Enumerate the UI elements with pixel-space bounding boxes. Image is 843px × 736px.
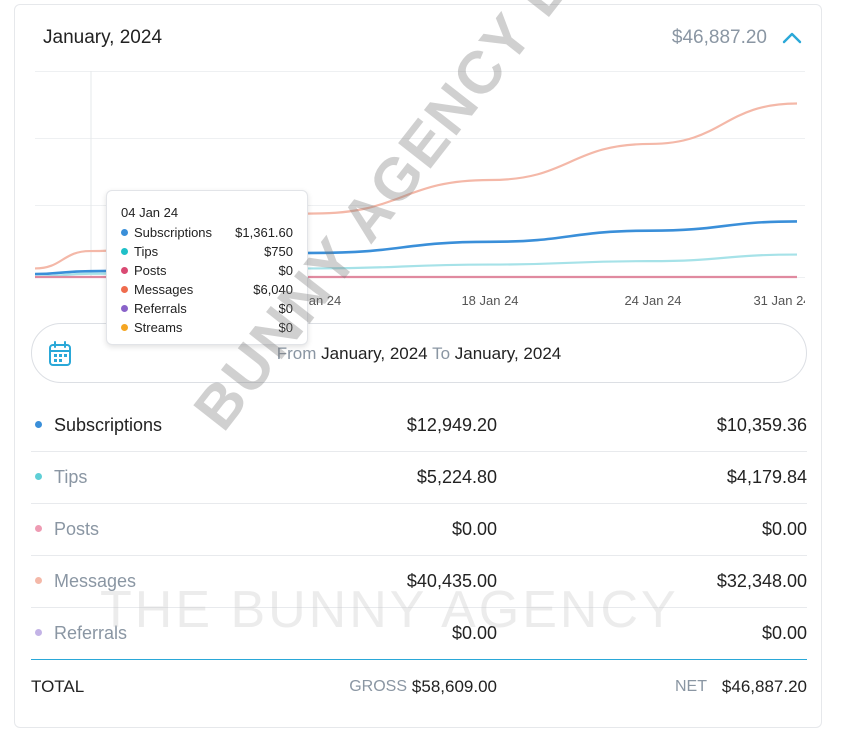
earnings-breakdown-list: Subscriptions $12,949.20 $10,359.36 Tips $5,… bbox=[31, 400, 807, 660]
tooltip-series-value: $0 bbox=[278, 263, 293, 278]
tooltip-series-name: Streams bbox=[134, 320, 183, 335]
month-title: January, 2024 bbox=[43, 27, 163, 48]
tooltip-row: Tips $750 bbox=[121, 242, 293, 261]
legend-dot-icon bbox=[121, 229, 128, 236]
legend-dot-icon bbox=[121, 305, 128, 312]
tooltip-date: 04 Jan 24 bbox=[121, 205, 179, 220]
category-dot-icon bbox=[35, 421, 42, 428]
total-gross-value: $58,609.00 bbox=[411, 677, 497, 696]
date-range-text: From January, 2024 To January, 2024 bbox=[32, 344, 806, 364]
card-header[interactable]: January, 2024 $46,887.20 bbox=[15, 5, 821, 71]
to-label: To bbox=[432, 344, 451, 363]
total-gross-label: GROSS bbox=[349, 678, 407, 695]
category-name: Subscriptions bbox=[54, 415, 163, 435]
category-dot-icon bbox=[35, 577, 42, 584]
chart-tooltip: 04 Jan 24 Subscriptions $1,361.60 Tips $750… bbox=[106, 190, 308, 345]
total-row: TOTAL GROSS $58,609.00 NET $46,887.20 bbox=[31, 660, 807, 710]
earnings-row-tips: Tips $5,224.80 $4,179.84 bbox=[31, 452, 807, 504]
tooltip-series-name: Posts bbox=[134, 263, 167, 278]
tooltip-row: Streams $0 bbox=[121, 318, 293, 337]
category-name: Tips bbox=[54, 467, 88, 487]
header-total: $46,887.20 bbox=[671, 27, 767, 48]
category-name: Referrals bbox=[54, 623, 128, 643]
category-net: $0.00 bbox=[761, 623, 807, 643]
chevron-up-icon[interactable] bbox=[781, 29, 803, 47]
tooltip-row: Subscriptions $1,361.60 bbox=[121, 223, 293, 242]
tooltip-series-value: $1,361.60 bbox=[235, 225, 293, 240]
category-gross: $0.00 bbox=[451, 623, 497, 643]
tooltip-series-value: $0 bbox=[278, 320, 293, 335]
tooltip-row: Messages $6,040 bbox=[121, 280, 293, 299]
category-gross: $0.00 bbox=[451, 519, 497, 539]
category-dot-icon bbox=[35, 473, 42, 480]
category-gross: $40,435.00 bbox=[406, 571, 497, 591]
earnings-row-subscriptions: Subscriptions $12,949.20 $10,359.36 bbox=[31, 400, 807, 452]
category-dot-icon bbox=[35, 629, 42, 636]
x-tick-label: an 24 bbox=[309, 293, 342, 308]
tooltip-series-value: $0 bbox=[278, 301, 293, 316]
x-tick-label: 18 Jan 24 bbox=[461, 293, 518, 308]
category-gross: $12,949.20 bbox=[406, 415, 497, 435]
legend-dot-icon bbox=[121, 286, 128, 293]
total-net-label: NET bbox=[675, 678, 707, 695]
category-dot-icon bbox=[35, 525, 42, 532]
total-net-value: $46,887.20 bbox=[721, 677, 807, 696]
tooltip-row: Posts $0 bbox=[121, 261, 293, 280]
category-net: $4,179.84 bbox=[726, 467, 807, 487]
x-tick-label: 24 Jan 24 bbox=[624, 293, 681, 308]
category-gross: $5,224.80 bbox=[416, 467, 497, 487]
tooltip-series-name: Referrals bbox=[134, 301, 187, 316]
tooltip-series-name: Subscriptions bbox=[134, 225, 213, 240]
earnings-row-messages: Messages $40,435.00 $32,348.00 bbox=[31, 556, 807, 608]
tooltip-series-value: $6,040 bbox=[253, 282, 293, 297]
earnings-row-posts: Posts $0.00 $0.00 bbox=[31, 504, 807, 556]
tooltip-row: Referrals $0 bbox=[121, 299, 293, 318]
earnings-row-referrals: Referrals $0.00 $0.00 bbox=[31, 608, 807, 660]
legend-dot-icon bbox=[121, 267, 128, 274]
tooltip-series-name: Tips bbox=[134, 244, 159, 259]
tooltip-series-name: Messages bbox=[134, 282, 194, 297]
to-value: January, 2024 bbox=[454, 344, 562, 363]
category-net: $32,348.00 bbox=[716, 571, 807, 591]
category-name: Posts bbox=[54, 519, 100, 539]
tooltip-series-value: $750 bbox=[264, 244, 293, 259]
category-name: Messages bbox=[54, 571, 137, 591]
legend-dot-icon bbox=[121, 324, 128, 331]
calendar-icon[interactable] bbox=[48, 341, 72, 367]
total-label: TOTAL bbox=[31, 677, 85, 696]
category-net: $0.00 bbox=[761, 519, 807, 539]
from-value: January, 2024 bbox=[321, 344, 428, 363]
from-label: From bbox=[276, 344, 317, 363]
category-net: $10,359.36 bbox=[716, 415, 807, 435]
x-tick-label: 31 Jan 24 bbox=[753, 293, 805, 308]
legend-dot-icon bbox=[121, 248, 128, 255]
